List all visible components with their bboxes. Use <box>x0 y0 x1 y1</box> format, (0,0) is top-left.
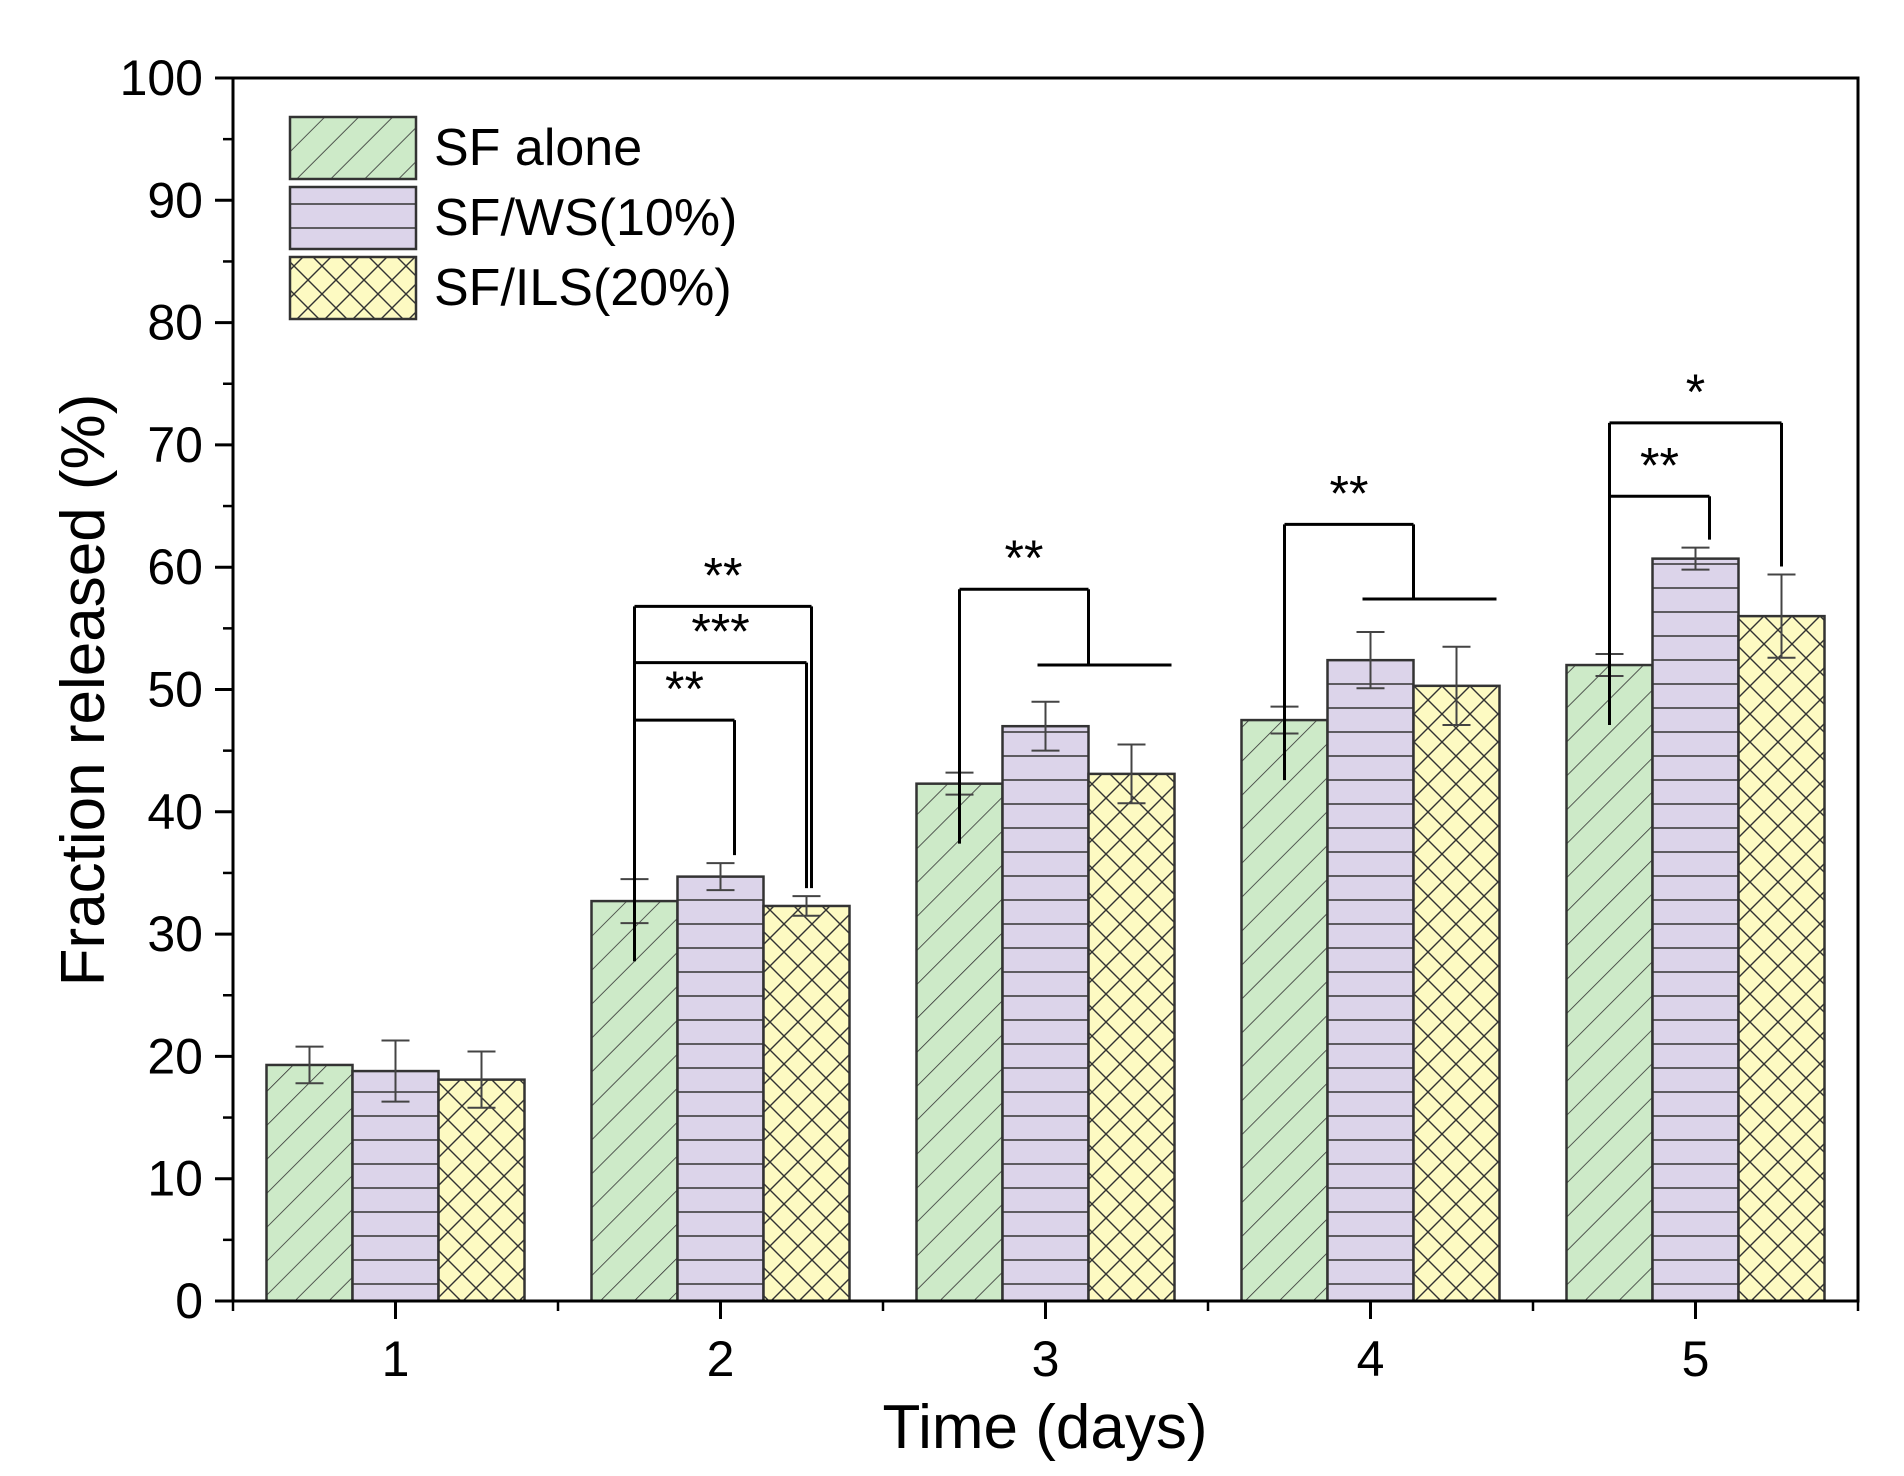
bar <box>437 1078 526 1303</box>
y-tick-label: 0 <box>175 1273 203 1329</box>
bar <box>1326 658 1415 1303</box>
significance-label: ** <box>1640 437 1679 493</box>
legend-label: SF alone <box>434 119 642 177</box>
y-tick-label: 100 <box>120 50 203 106</box>
significance-label: * <box>1686 364 1705 420</box>
x-tick-label: 4 <box>1357 1331 1385 1387</box>
bar <box>1087 772 1176 1303</box>
legend-swatch <box>288 255 418 321</box>
x-axis: 1 2 3 4 5 <box>231 1301 1860 1387</box>
bar <box>915 782 1004 1303</box>
significance-label: ** <box>1005 530 1044 586</box>
bar <box>1737 614 1826 1303</box>
y-axis: 0 10 20 30 40 50 60 70 80 90 100 <box>120 50 233 1329</box>
legend-swatch <box>288 115 418 181</box>
significance-label: ** <box>704 547 743 603</box>
significance-label: ** <box>665 661 704 717</box>
bars-layer <box>265 557 1826 1303</box>
y-tick-label: 80 <box>147 295 203 351</box>
bar <box>265 1063 354 1303</box>
legend-label: SF/ILS(20%) <box>434 259 732 317</box>
x-tick-label: 2 <box>707 1331 735 1387</box>
significance-layer: ******* ******* <box>633 364 1783 962</box>
bar <box>1651 557 1740 1303</box>
y-tick-label: 40 <box>147 784 203 840</box>
y-tick-label: 20 <box>147 1028 203 1084</box>
significance-label: ** <box>1330 465 1369 521</box>
y-tick-label: 30 <box>147 906 203 962</box>
y-tick-label: 90 <box>147 172 203 228</box>
bar <box>1412 684 1501 1303</box>
y-tick-label: 10 <box>147 1151 203 1207</box>
x-axis-title: Time (days) <box>883 1393 1208 1462</box>
x-tick-label: 5 <box>1682 1331 1710 1387</box>
y-tick-label: 50 <box>147 662 203 718</box>
legend: SF alone SF/WS(10%) SF/ILS(20%) <box>288 115 737 321</box>
bar <box>1565 663 1654 1303</box>
bar <box>351 1069 440 1303</box>
y-tick-label: 70 <box>147 417 203 473</box>
y-tick-label: 60 <box>147 539 203 595</box>
legend-swatch <box>288 185 418 251</box>
bar <box>676 875 765 1303</box>
x-tick-label: 1 <box>382 1331 410 1387</box>
legend-label: SF/WS(10%) <box>434 189 737 247</box>
error-bars-layer <box>295 546 1796 1109</box>
y-axis-title: Fraction released (%) <box>49 394 118 987</box>
bar <box>1001 724 1090 1303</box>
x-tick-label: 3 <box>1032 1331 1060 1387</box>
bar <box>1240 718 1329 1303</box>
bar <box>762 904 851 1303</box>
significance-label: *** <box>691 604 749 660</box>
